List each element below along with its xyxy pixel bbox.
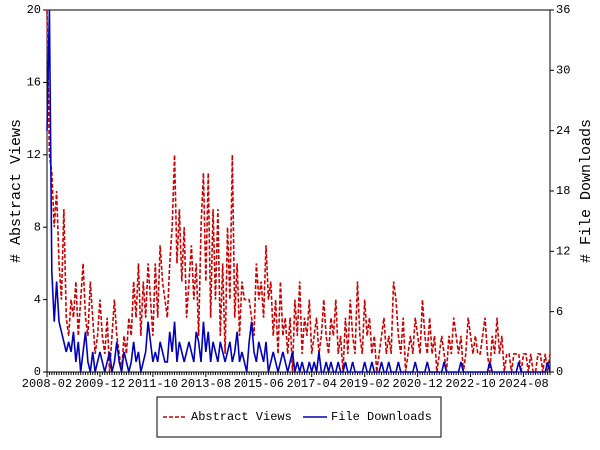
legend-label: File Downloads (331, 410, 432, 424)
x-tick-label: 2013-08 (181, 377, 231, 391)
y-tick-label: 0 (34, 365, 41, 379)
y2-tick-label: 18 (556, 184, 570, 198)
x-tick-label: 2015-06 (234, 377, 284, 391)
x-tick-label: 2009-12 (75, 377, 125, 391)
x-tick-label: 2020-12 (392, 377, 442, 391)
x-tick-label: 2008-02 (22, 377, 72, 391)
y2-tick-label: 30 (556, 64, 570, 78)
y2-tick-label: 36 (556, 3, 570, 17)
series-line (46, 9, 551, 373)
x-tick-label: 2022-10 (445, 377, 495, 391)
x-tick-label: 2019-02 (339, 377, 389, 391)
y-tick-label: 12 (27, 148, 41, 162)
y-tick-label: 8 (34, 220, 41, 234)
y2-tick-label: 6 (556, 305, 563, 319)
y-tick-label: 4 (34, 293, 41, 307)
y2-tick-label: 24 (556, 124, 570, 138)
x-tick-label: 2017-04 (287, 377, 337, 391)
x-tick-label: 2024-08 (498, 377, 548, 391)
y2-tick-label: 12 (556, 245, 570, 259)
legend-box (156, 396, 442, 438)
y-axis-label: # Abstract Views (8, 119, 25, 263)
series-line (46, 9, 551, 373)
legend-label: Abstract Views (191, 410, 292, 424)
y-tick-label: 20 (27, 3, 41, 17)
y2-axis-label: # File Downloads (578, 119, 595, 263)
y-tick-label: 16 (27, 76, 41, 90)
y2-tick-label: 0 (556, 365, 563, 379)
x-tick-label: 2011-10 (128, 377, 178, 391)
